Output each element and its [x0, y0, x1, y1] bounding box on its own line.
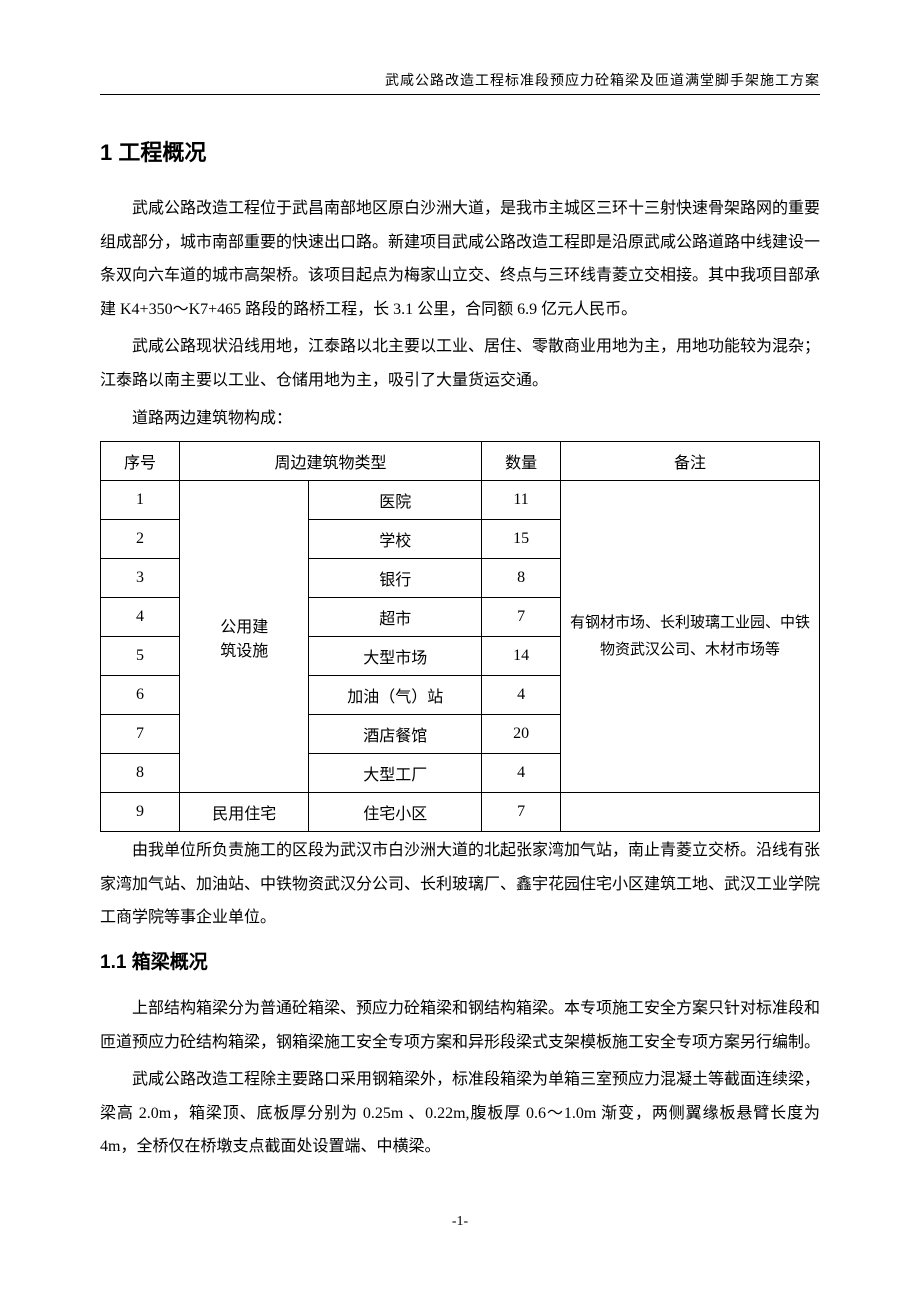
header-type: 周边建筑物类型	[180, 442, 482, 481]
header-qty: 数量	[482, 442, 561, 481]
header-seq: 序号	[101, 442, 180, 481]
cell-seq: 4	[101, 598, 180, 637]
cell-qty: 8	[482, 559, 561, 598]
cell-qty: 20	[482, 715, 561, 754]
section-1-1-paragraph-1: 上部结构箱梁分为普通砼箱梁、预应力砼箱梁和钢结构箱梁。本专项施工安全方案只针对标…	[100, 992, 820, 1059]
cell-sub: 住宅小区	[309, 793, 482, 832]
cell-seq: 7	[101, 715, 180, 754]
table-row: 9 民用住宅 住宅小区 7	[101, 793, 820, 832]
cell-qty: 7	[482, 793, 561, 832]
cell-seq: 6	[101, 676, 180, 715]
cell-seq: 1	[101, 481, 180, 520]
cell-sub: 超市	[309, 598, 482, 637]
cell-seq: 5	[101, 637, 180, 676]
cell-sub: 银行	[309, 559, 482, 598]
cell-sub: 大型市场	[309, 637, 482, 676]
cell-type-public: 公用建 筑设施	[180, 481, 309, 793]
cell-qty: 7	[482, 598, 561, 637]
cell-note-empty	[561, 793, 820, 832]
cell-qty: 14	[482, 637, 561, 676]
page-number: -1-	[100, 1214, 820, 1230]
cell-sub: 医院	[309, 481, 482, 520]
cell-seq: 3	[101, 559, 180, 598]
section-1-paragraph-1: 武咸公路改造工程位于武昌南部地区原白沙洲大道，是我市主城区三环十三射快速骨架路网…	[100, 192, 820, 326]
cell-qty: 4	[482, 676, 561, 715]
section-1-paragraph-4: 由我单位所负责施工的区段为武汉市白沙洲大道的北起张家湾加气站，南止青菱立交桥。沿…	[100, 834, 820, 935]
cell-sub: 学校	[309, 520, 482, 559]
cell-seq: 2	[101, 520, 180, 559]
section-1-1-title: 1.1 箱梁概况	[100, 947, 820, 974]
cell-sub: 加油（气）站	[309, 676, 482, 715]
cell-qty: 4	[482, 754, 561, 793]
cell-note: 有钢材市场、长利玻璃工业园、中铁物资武汉公司、木材市场等	[561, 481, 820, 793]
cell-qty: 11	[482, 481, 561, 520]
table-header-row: 序号 周边建筑物类型 数量 备注	[101, 442, 820, 481]
section-1-title: 1 工程概况	[100, 135, 820, 167]
building-table: 序号 周边建筑物类型 数量 备注 1 公用建 筑设施 医院 11 有钢材市场、长…	[100, 441, 820, 832]
section-1-paragraph-3: 道路两边建筑物构成：	[100, 402, 820, 436]
cell-seq: 8	[101, 754, 180, 793]
cell-seq: 9	[101, 793, 180, 832]
cell-sub: 大型工厂	[309, 754, 482, 793]
section-1-paragraph-2: 武咸公路现状沿线用地，江泰路以北主要以工业、居住、零散商业用地为主，用地功能较为…	[100, 330, 820, 397]
cell-type-residential: 民用住宅	[180, 793, 309, 832]
header-note: 备注	[561, 442, 820, 481]
document-header: 武咸公路改造工程标准段预应力砼箱梁及匝道满堂脚手架施工方案	[100, 70, 820, 95]
cell-qty: 15	[482, 520, 561, 559]
cell-sub: 酒店餐馆	[309, 715, 482, 754]
table-row: 1 公用建 筑设施 医院 11 有钢材市场、长利玻璃工业园、中铁物资武汉公司、木…	[101, 481, 820, 520]
section-1-1-paragraph-2: 武咸公路改造工程除主要路口采用钢箱梁外，标准段箱梁为单箱三室预应力混凝土等截面连…	[100, 1063, 820, 1164]
